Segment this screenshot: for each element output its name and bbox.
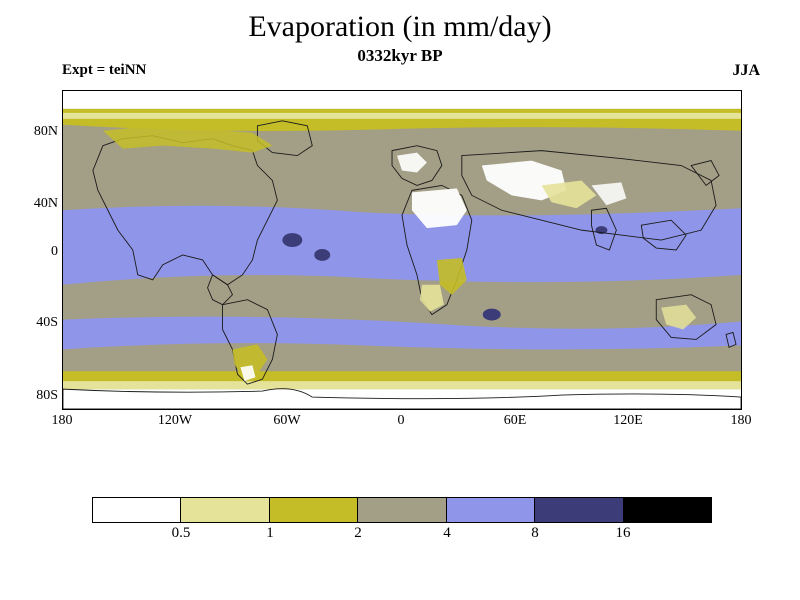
evaporation-map-page: Evaporation (in mm/day) 0332kyr BP Expt …	[0, 0, 800, 600]
legend-tick-16: 16	[616, 525, 631, 542]
xtick-120E: 120E	[613, 413, 643, 429]
ytick-80S: 80S	[20, 388, 58, 404]
legend-tick-0.5: 0.5	[172, 525, 191, 542]
colorbar-segment-0	[93, 498, 181, 522]
legend-tick-1: 1	[266, 525, 274, 542]
ytick-40S: 40S	[20, 315, 58, 331]
xtick-120W: 120W	[158, 413, 192, 429]
colorbar-legend[interactable]: 0.5 1 2 4 8 16	[92, 497, 712, 543]
ytick-40N: 40N	[20, 196, 58, 212]
colorbar-segment-3	[358, 498, 446, 522]
colorbar-segment-5	[535, 498, 623, 522]
xtick-0: 0	[398, 413, 405, 429]
colorbar-segment-1	[181, 498, 269, 522]
colorbar-segment-6	[624, 498, 711, 522]
xtick-180-left: 180	[52, 413, 73, 429]
colorbar-gradient[interactable]	[92, 497, 712, 523]
xtick-60W: 60W	[273, 413, 300, 429]
xtick-60E: 60E	[504, 413, 527, 429]
legend-tick-2: 2	[354, 525, 362, 542]
chart-title: Evaporation (in mm/day)	[0, 10, 800, 44]
legend-tick-8: 8	[531, 525, 539, 542]
season-label: JJA	[732, 62, 760, 80]
ytick-80N: 80N	[20, 124, 58, 140]
colorbar-segment-2	[270, 498, 358, 522]
colorbar-segment-4	[447, 498, 535, 522]
ytick-0: 0	[20, 244, 58, 260]
world-evaporation-contour-map[interactable]	[63, 91, 741, 409]
legend-tick-4: 4	[443, 525, 451, 542]
colorbar-tick-labels: 0.5 1 2 4 8 16	[92, 523, 712, 543]
map-plot-area[interactable]	[62, 90, 742, 410]
experiment-label: Expt = teiNN	[62, 62, 146, 79]
xtick-180-right: 180	[731, 413, 752, 429]
